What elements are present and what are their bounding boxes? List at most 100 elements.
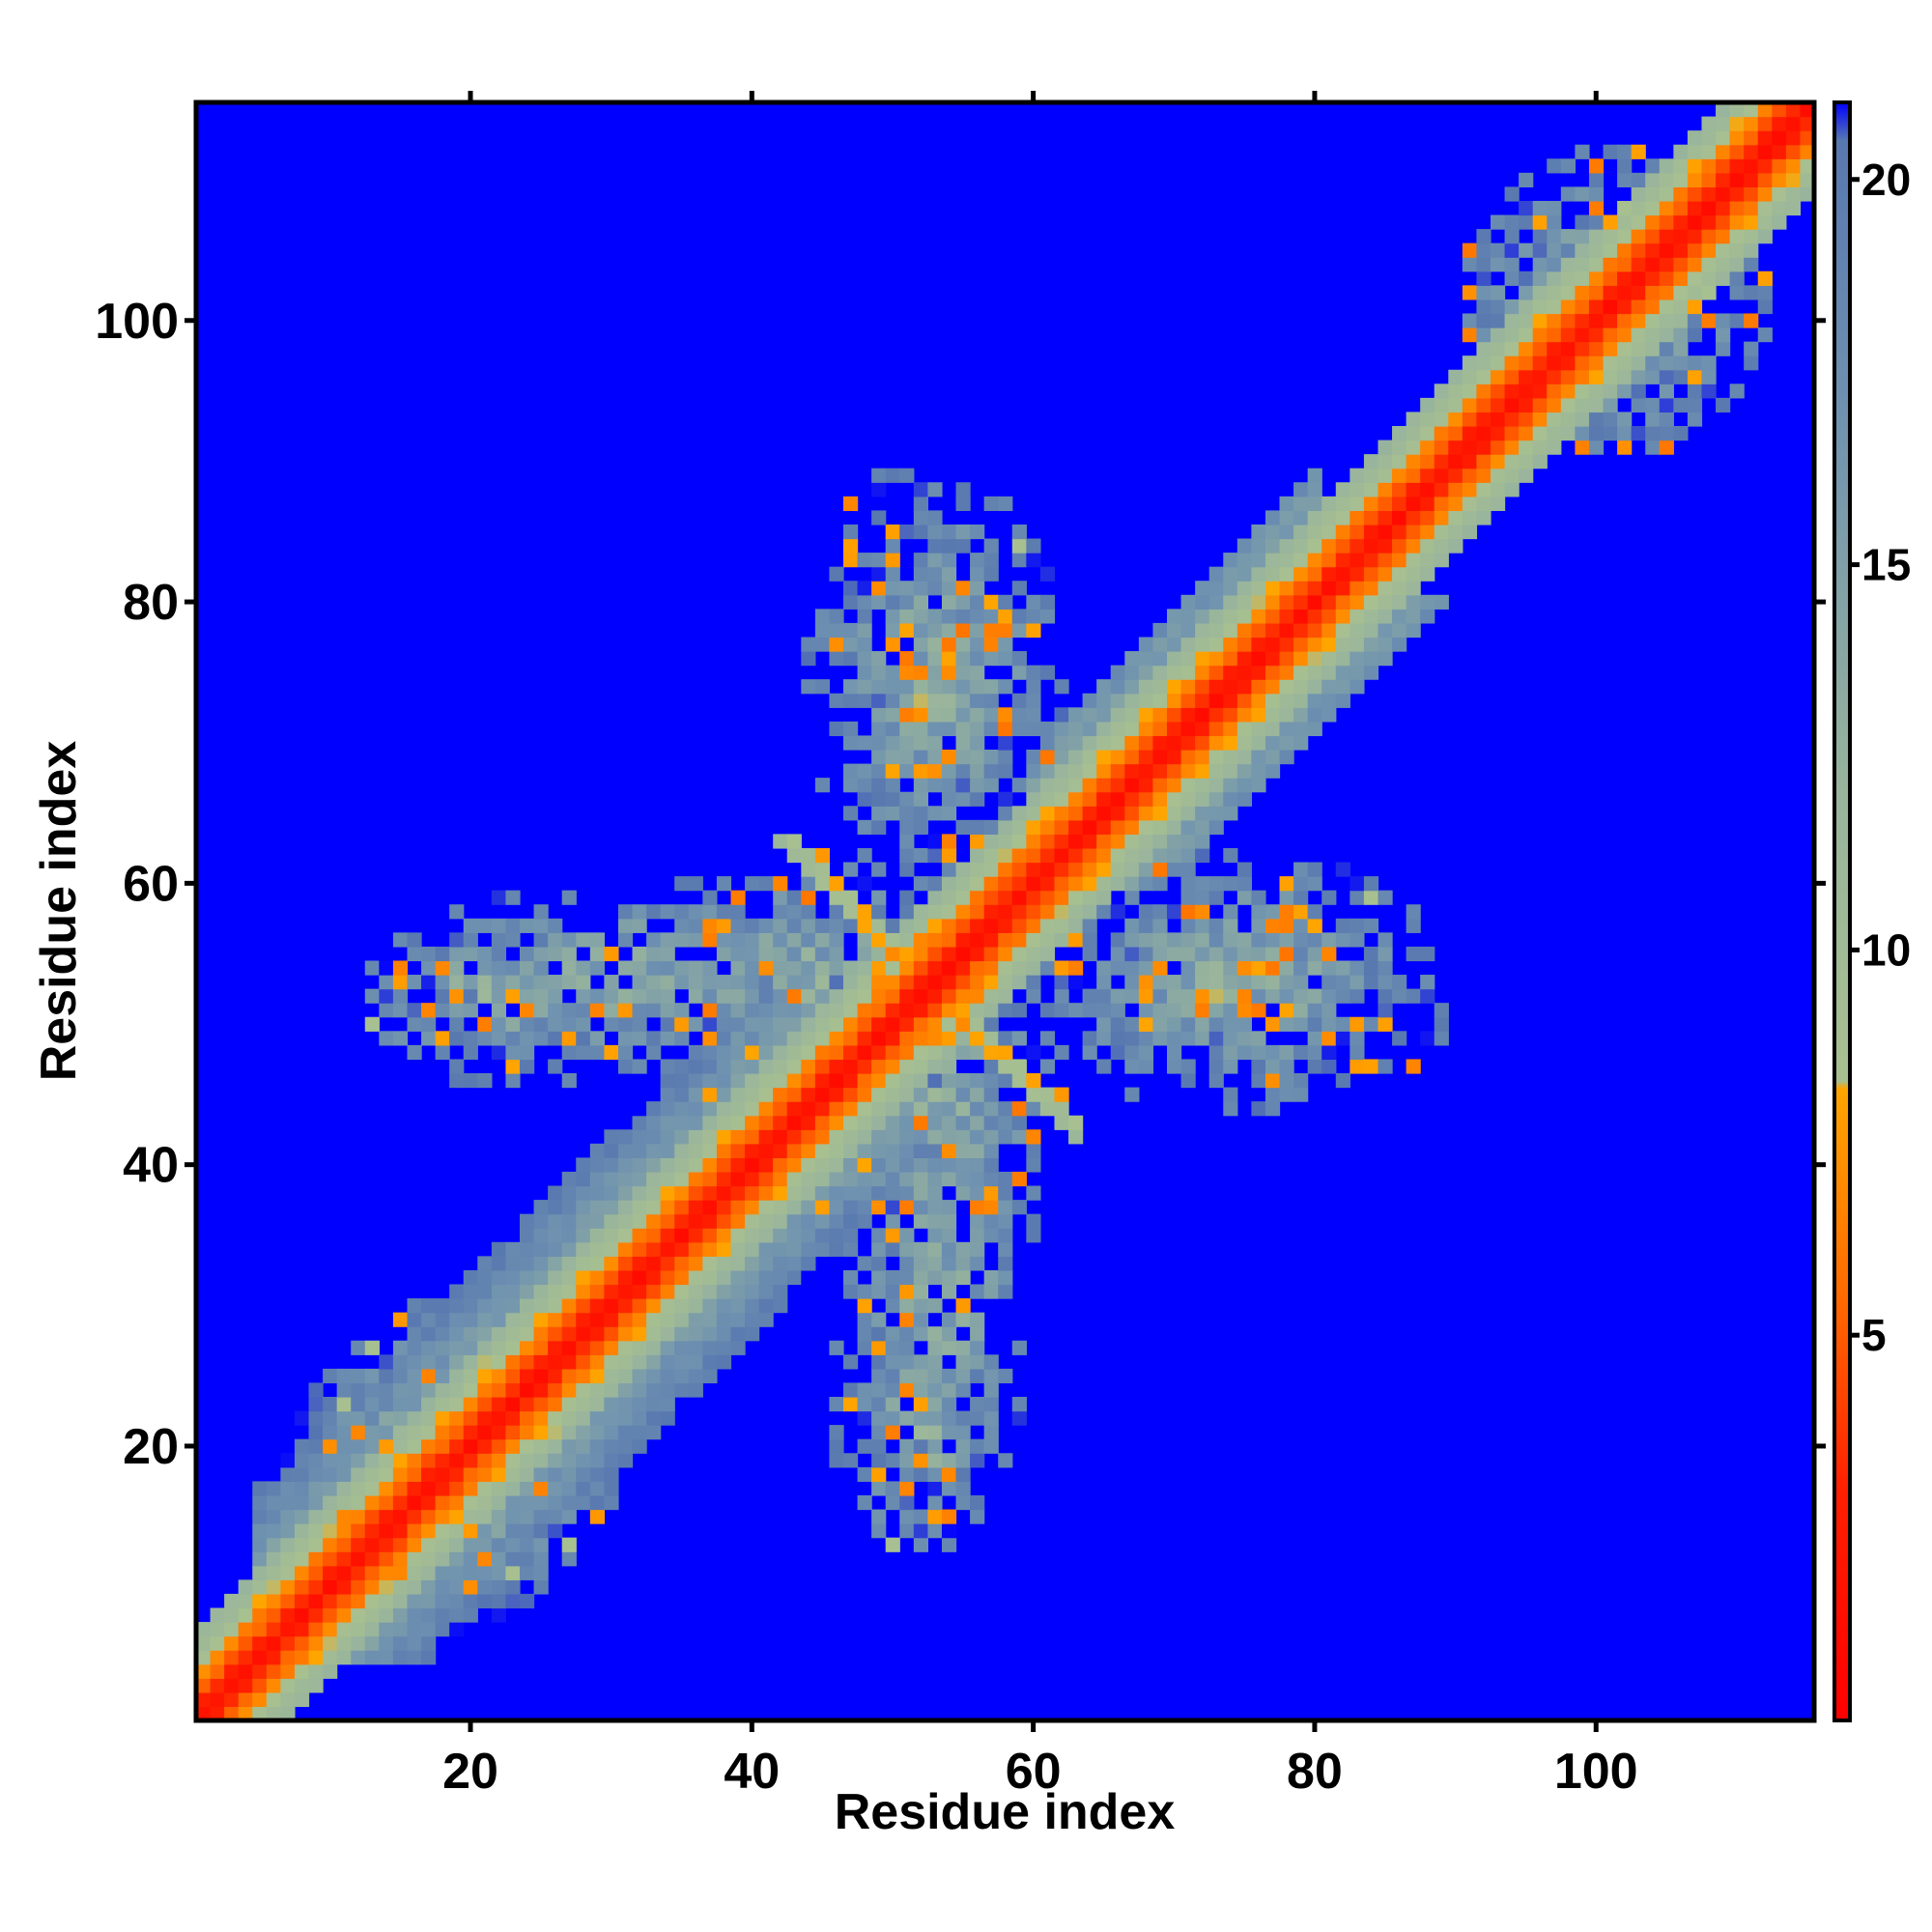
heatmap-cell bbox=[1335, 581, 1350, 596]
heatmap-cell bbox=[702, 1241, 718, 1257]
heatmap-cell bbox=[927, 707, 943, 723]
heatmap-cell bbox=[617, 1059, 634, 1074]
heatmap-cell bbox=[252, 1663, 268, 1679]
heatmap-cell bbox=[1491, 369, 1506, 384]
heatmap-cell bbox=[660, 1213, 675, 1229]
heatmap-cell bbox=[491, 1410, 507, 1426]
heatmap-cell bbox=[913, 1354, 928, 1370]
heatmap-cell bbox=[871, 594, 887, 610]
heatmap-cell bbox=[435, 975, 450, 990]
heatmap-cell bbox=[941, 1382, 957, 1398]
heatmap-cell bbox=[688, 1016, 703, 1032]
heatmap-cell bbox=[520, 1003, 535, 1018]
heatmap-cell bbox=[730, 1115, 746, 1130]
heatmap-cell bbox=[210, 1706, 225, 1721]
heatmap-cell bbox=[1335, 594, 1350, 610]
heatmap-cell bbox=[955, 1073, 971, 1089]
heatmap-cell bbox=[266, 1635, 281, 1651]
heatmap-cell bbox=[308, 1650, 324, 1665]
heatmap-cell bbox=[491, 1326, 507, 1342]
heatmap-cell bbox=[1236, 707, 1252, 723]
heatmap-cell bbox=[716, 946, 732, 962]
heatmap-cell bbox=[857, 1129, 872, 1145]
heatmap-cell bbox=[1152, 988, 1168, 1004]
heatmap-cell bbox=[702, 932, 718, 948]
heatmap-cell bbox=[1378, 1003, 1393, 1018]
heatmap-cell bbox=[871, 1382, 887, 1398]
heatmap-cell bbox=[885, 1129, 900, 1145]
heatmap-cell bbox=[1068, 819, 1084, 835]
heatmap-cell bbox=[1223, 566, 1238, 582]
heatmap-cell bbox=[913, 1171, 928, 1187]
heatmap-cell bbox=[857, 1044, 872, 1061]
heatmap-cell bbox=[1293, 609, 1309, 624]
heatmap-cell bbox=[801, 1115, 816, 1130]
heatmap-cell bbox=[1152, 707, 1168, 723]
heatmap-cell bbox=[941, 693, 957, 708]
heatmap-cell bbox=[1180, 707, 1196, 723]
heatmap-cell bbox=[814, 1129, 831, 1145]
heatmap-cell bbox=[1744, 130, 1759, 146]
heatmap-cell bbox=[1476, 341, 1492, 356]
heatmap-cell bbox=[561, 1397, 577, 1412]
heatmap-cell bbox=[970, 1101, 985, 1117]
heatmap-cell bbox=[1195, 707, 1210, 723]
heatmap-cell bbox=[913, 1312, 928, 1327]
heatmap-cell bbox=[745, 1101, 760, 1117]
heatmap-cell bbox=[1420, 454, 1435, 469]
heatmap-cell bbox=[998, 904, 1013, 920]
heatmap-cell bbox=[688, 1241, 703, 1257]
heatmap-cell bbox=[955, 679, 971, 695]
heatmap-cell bbox=[505, 1326, 521, 1342]
heatmap-cell bbox=[786, 1256, 802, 1271]
heatmap-cell bbox=[1011, 819, 1027, 835]
heatmap-cell bbox=[829, 1438, 844, 1454]
heatmap-cell bbox=[1251, 918, 1266, 933]
heatmap-cell bbox=[632, 1003, 647, 1018]
heatmap-cell bbox=[1110, 679, 1125, 695]
heatmap-cell bbox=[688, 1213, 703, 1229]
heatmap-cell bbox=[1321, 1016, 1337, 1032]
heatmap-cell bbox=[280, 1466, 296, 1482]
heatmap-cell bbox=[491, 960, 507, 976]
heatmap-cell bbox=[617, 1200, 634, 1215]
heatmap-cell bbox=[955, 1410, 971, 1426]
heatmap-cell bbox=[871, 1185, 887, 1201]
x-tick-label: 60 bbox=[1006, 1744, 1062, 1800]
heatmap-cell bbox=[379, 1466, 394, 1482]
heatmap-cell bbox=[660, 1269, 675, 1286]
heatmap-cell bbox=[1138, 679, 1154, 695]
heatmap-cell bbox=[379, 1551, 394, 1567]
heatmap-cell bbox=[955, 1298, 971, 1314]
heatmap-cell bbox=[941, 651, 957, 667]
heatmap-cell bbox=[463, 1340, 478, 1355]
heatmap-cell bbox=[1293, 637, 1309, 652]
heatmap-cell bbox=[449, 1354, 465, 1370]
heatmap-cell bbox=[1124, 693, 1140, 708]
heatmap-cell bbox=[308, 1466, 324, 1482]
heatmap-cell bbox=[1124, 960, 1140, 976]
heatmap-cell bbox=[801, 1256, 816, 1271]
heatmap-cell bbox=[1631, 369, 1646, 384]
heatmap-cell bbox=[238, 1691, 253, 1708]
heatmap-cell bbox=[885, 1453, 900, 1468]
heatmap-cell bbox=[1082, 1003, 1097, 1018]
heatmap-cell bbox=[1167, 735, 1182, 751]
heatmap-cell bbox=[941, 1101, 957, 1117]
heatmap-cell bbox=[660, 1354, 675, 1370]
heatmap-cell bbox=[885, 1410, 900, 1426]
heatmap-cell bbox=[1631, 270, 1646, 286]
heatmap-cell bbox=[829, 1059, 844, 1074]
heatmap-cell bbox=[730, 1228, 746, 1243]
heatmap-cell bbox=[702, 1157, 718, 1173]
heatmap-cell bbox=[885, 1003, 900, 1018]
heatmap-cell bbox=[617, 932, 634, 948]
heatmap-cell bbox=[1068, 806, 1084, 821]
heatmap-cell bbox=[1208, 763, 1224, 779]
heatmap-cell bbox=[1687, 313, 1703, 328]
heatmap-cell bbox=[351, 1453, 366, 1468]
heatmap-cell bbox=[294, 1551, 310, 1567]
heatmap-cell bbox=[801, 932, 816, 948]
heatmap-cell bbox=[646, 1129, 662, 1145]
